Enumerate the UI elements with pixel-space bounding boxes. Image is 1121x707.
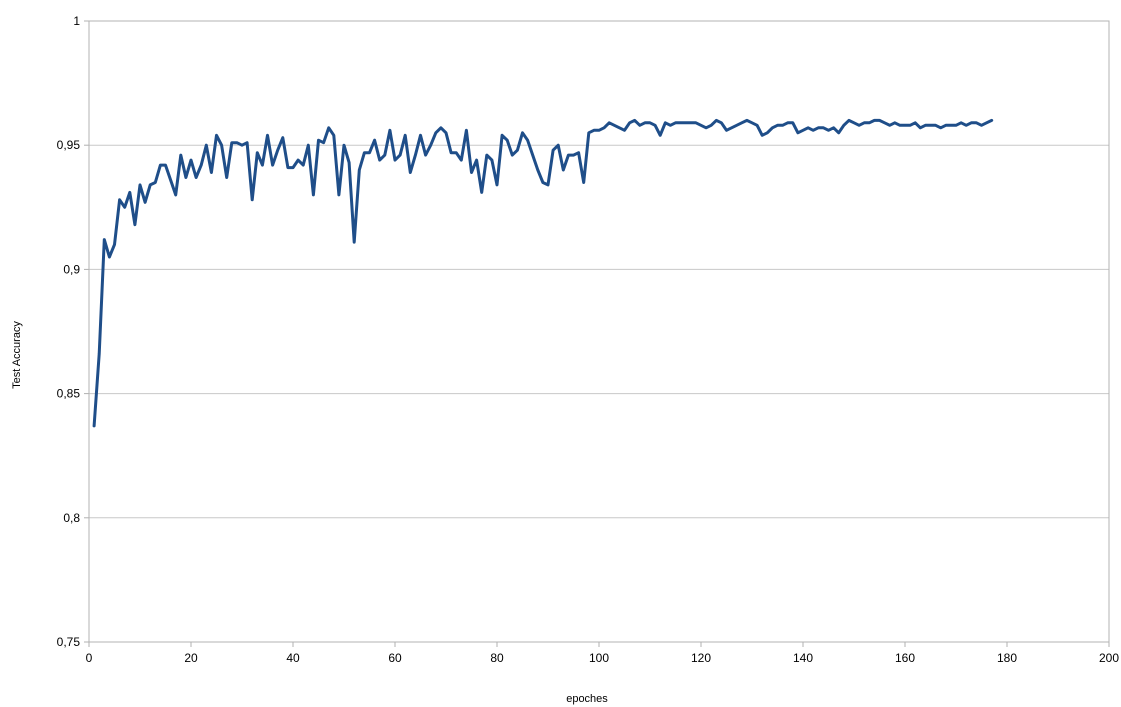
- series-line: [92, 118, 994, 428]
- y-tick-label: 0,9: [63, 262, 80, 276]
- y-axis-title: Test Accuracy: [11, 321, 23, 389]
- x-tick-label: 20: [184, 651, 198, 665]
- x-tick-labels: 0 20 40 60 80 100 120 140 160 180 200: [86, 651, 1120, 665]
- series-group: [92, 118, 994, 428]
- x-tick-label: 40: [286, 651, 300, 665]
- y-tick-label: 0,85: [57, 387, 81, 401]
- x-tick-label: 160: [895, 651, 915, 665]
- x-tick-label: 120: [691, 651, 711, 665]
- x-tick-label: 180: [997, 651, 1017, 665]
- plot-area-border: [88, 20, 1110, 643]
- x-tick-label: 60: [388, 651, 402, 665]
- y-tick-label: 1: [73, 14, 80, 28]
- x-tick-label: 0: [86, 651, 93, 665]
- y-tick-label: 0,75: [57, 635, 81, 649]
- y-tick-labels: 0,75 0,8 0,85 0,9 0,95 1: [57, 14, 81, 649]
- axes: [84, 20, 1110, 647]
- x-tick-label: 140: [793, 651, 813, 665]
- x-tick-label: 80: [490, 651, 504, 665]
- y-tick-label: 0,8: [63, 511, 80, 525]
- x-tick-label: 200: [1099, 651, 1119, 665]
- x-tick-label: 100: [589, 651, 609, 665]
- y-tick-label: 0,95: [57, 138, 81, 152]
- x-axis-title: epoches: [566, 693, 608, 705]
